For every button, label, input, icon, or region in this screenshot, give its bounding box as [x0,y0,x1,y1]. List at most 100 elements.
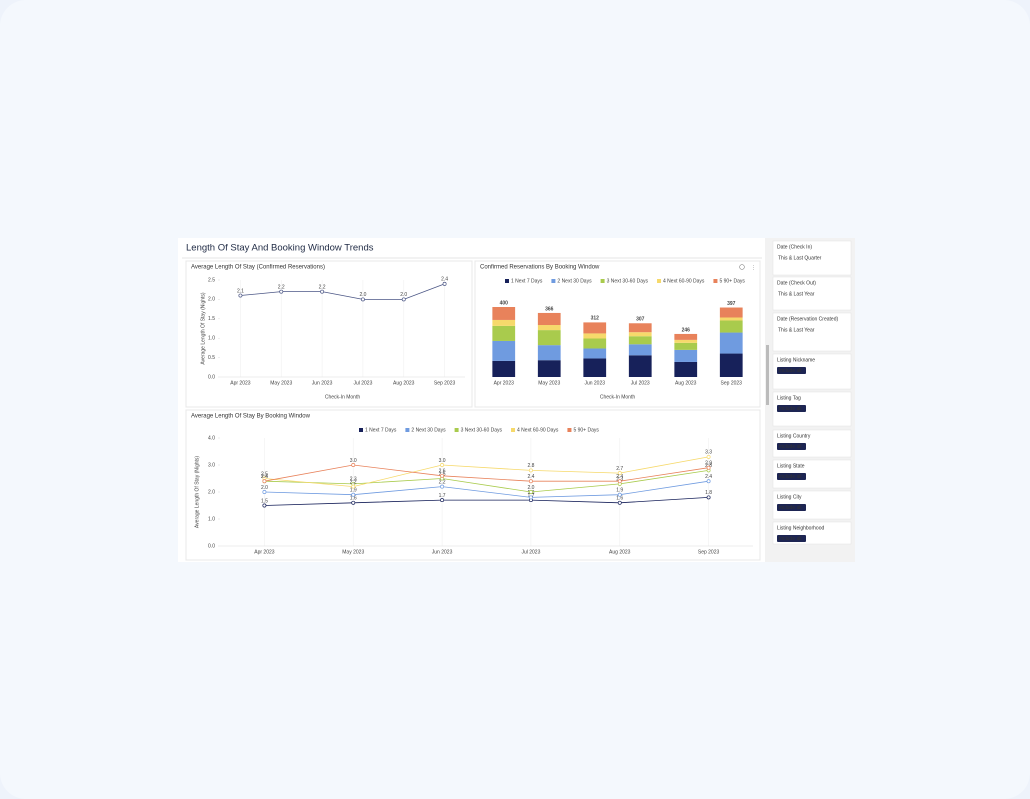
point [279,289,284,294]
filter-button-label: Include all [779,368,802,374]
y-tick-label: 1.5 [208,316,215,322]
filter-button[interactable] [777,535,806,542]
filter-button[interactable] [777,367,806,374]
bar-segment [628,323,652,333]
filter-button[interactable] [777,473,806,480]
bar-segment [628,355,652,377]
point [238,293,243,298]
filter-button[interactable] [777,504,806,511]
x-tick-label: Jun 2023 [312,380,333,386]
y-tick-label: 2.0 [208,297,215,303]
panel-title: Average Length Of Stay By Booking Window [191,414,311,420]
info-icon[interactable] [739,264,745,270]
total-label: 246 [682,327,691,333]
y-tick-label: 0.0 [208,543,215,549]
scrollbar [766,345,769,405]
point [440,473,445,478]
data-label: 2.2 [439,479,446,485]
filter-label: Date (Check In) [777,244,812,250]
filter-label: Date (Reservation Created) [777,316,838,322]
bar-segment [492,319,516,326]
series-line [264,456,709,488]
bar-segment [674,339,698,343]
legend-label: 1 Next 7 Days [511,278,543,284]
y-tick-label: 2.5 [208,277,215,283]
point [528,495,533,500]
bar-segment [628,344,652,356]
data-label: 1.6 [616,496,623,502]
bar-segment [719,320,743,333]
data-label: 1.8 [705,490,712,496]
x-tick-label: Sep 2023 [721,380,743,386]
filter-label: Date (Check Out) [777,280,816,286]
x-tick-label: May 2023 [342,549,364,555]
total-label: 400 [500,300,509,306]
filter-card [772,276,852,311]
total-label: 366 [545,306,554,312]
y-axis-label: Average Length Of Stay (Nights) [194,456,200,529]
filter-value: This & Last Year [778,291,815,297]
series-line [264,480,709,498]
data-label: 1.7 [439,493,446,499]
data-label: 2.7 [616,466,623,472]
bar-segment [719,332,743,354]
legend-label: 4 Next 60-90 Days [517,427,559,433]
legend-swatch [454,428,459,432]
data-label: 3.0 [439,458,446,464]
filter-button-label: Include all [779,444,802,450]
bar-segment [583,358,607,377]
point [351,463,356,467]
x-tick-label: Aug 2023 [393,380,415,386]
point [262,490,267,494]
filter-button-label: Include all [779,406,802,412]
series-line [264,464,709,482]
data-label: 2.3 [350,477,357,483]
x-tick-label: Jul 2023 [631,380,650,386]
y-tick-label: 4.0 [208,435,215,441]
bar-segment [719,317,743,321]
point [706,495,711,500]
bar-segment [537,325,561,331]
data-label: 2.4 [261,474,268,480]
menu-icon[interactable]: ⋮ [751,265,756,271]
data-label: 2.0 [359,292,366,298]
point [351,484,356,489]
data-label: 2.8 [527,463,534,469]
point [351,492,356,497]
filter-button[interactable] [777,405,806,412]
bar-segment [537,330,561,346]
legend-label: 2 Next 30 Days [411,427,446,433]
legend-swatch [551,279,556,283]
data-label: 2.4 [616,474,623,480]
bar-segment [537,360,561,377]
bar-segment [492,360,516,377]
panel [474,260,761,408]
y-tick-label: 3.0 [208,462,215,468]
filter-value: This & Last Quarter [778,255,822,261]
x-tick-label: Sep 2023 [698,549,720,555]
point [440,463,445,467]
series-line [240,283,445,300]
panel [185,409,761,561]
x-tick-label: Jun 2023 [432,549,453,555]
legend-label: 3 Next 30-60 Days [461,427,503,433]
point [440,498,445,503]
legend-label: 5 90+ Days [719,278,745,284]
point [617,479,622,484]
filter-label: Listing City [777,494,802,500]
x-tick-label: May 2023 [270,380,292,386]
filter-button[interactable] [777,443,806,450]
bar-segment [674,349,698,362]
data-label: 2.2 [319,284,326,290]
legend-swatch [657,279,662,283]
filter-card [772,240,852,276]
bar-segment [674,361,698,377]
x-tick-label: Jun 2023 [584,380,605,386]
bar-segment [583,333,607,339]
y-tick-label: 1.0 [208,516,215,522]
legend-label: 1 Next 7 Days [365,427,397,433]
x-axis-label: Check-In Month [600,394,636,400]
bar-segment [674,342,698,350]
bar-segment [537,345,561,361]
